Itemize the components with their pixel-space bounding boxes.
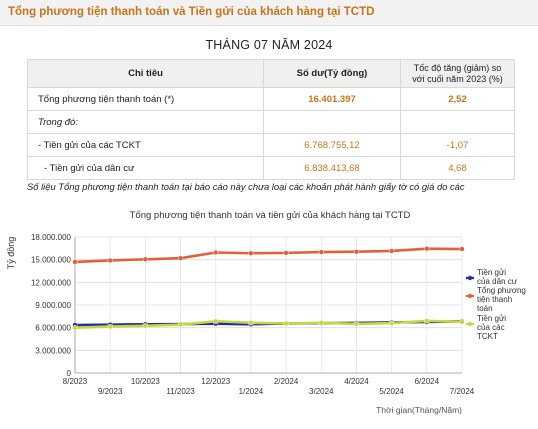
row-indicator: - Tiền gửi của các TCKT bbox=[27, 133, 264, 157]
y-tick-label: 18.000.000 bbox=[31, 233, 72, 242]
row-growth bbox=[400, 110, 515, 134]
row-growth: 2,52 bbox=[400, 87, 515, 111]
table-row: Trong đó: bbox=[27, 110, 515, 134]
data-point bbox=[72, 325, 78, 331]
y-tick-label: 6.000.000 bbox=[35, 324, 71, 333]
x-tick-label: 2/2024 bbox=[274, 377, 299, 386]
row-indicator: - Tiền gửi của dân cư bbox=[27, 156, 264, 180]
data-point bbox=[213, 249, 219, 256]
x-tick-label: 12/2023 bbox=[201, 377, 230, 386]
data-point bbox=[142, 323, 148, 329]
data-point bbox=[424, 246, 430, 252]
header-growth: Tốc độ tăng (giảm) so với cuối năm 2023 … bbox=[400, 59, 515, 88]
chart-title: Tổng phương tiện thanh toán và tiền gửi … bbox=[130, 210, 411, 221]
footnote: Số liệu Tổng phương tiện thanh toán tại … bbox=[27, 181, 465, 192]
legend-marker-dot bbox=[467, 275, 473, 281]
table-header-row: Chỉ tiêu Số dư(Tỷ đồng) Tốc độ tăng (giả… bbox=[27, 59, 515, 88]
header-title: Tổng phương tiện thanh toán và Tiền gửi … bbox=[8, 6, 375, 18]
data-point bbox=[283, 320, 289, 327]
legend-marker-dot bbox=[467, 293, 473, 299]
data-point bbox=[107, 257, 113, 264]
data-point bbox=[177, 322, 184, 328]
data-point bbox=[107, 323, 113, 330]
data-point bbox=[389, 248, 395, 254]
data-point bbox=[213, 318, 219, 324]
data-point bbox=[318, 320, 324, 326]
header-indicator: Chỉ tiêu bbox=[27, 59, 264, 88]
report-title: THÁNG 07 NĂM 2024 bbox=[205, 38, 333, 52]
x-tick-label: 6/2024 bbox=[415, 377, 440, 386]
y-tick-label: 15.000.000 bbox=[31, 256, 72, 265]
data-point bbox=[283, 250, 289, 256]
header-bar: Tổng phương tiện thanh toán và Tiền gửi … bbox=[0, 0, 538, 26]
row-growth: 4,68 bbox=[400, 156, 515, 180]
legend-entry: Tiền gửi của dân cư bbox=[477, 268, 518, 286]
data-point bbox=[459, 319, 465, 325]
data-point bbox=[353, 321, 360, 327]
data-point bbox=[72, 259, 78, 265]
row-balance: 16.401.397 bbox=[263, 87, 401, 111]
data-point bbox=[424, 318, 430, 324]
x-tick-label: 8/2023 bbox=[63, 377, 88, 386]
row-balance: 6.768.755,12 bbox=[263, 133, 401, 157]
data-point bbox=[318, 249, 324, 255]
y-tick-label: 9.000.000 bbox=[35, 301, 71, 310]
y-tick-label: 12.000.000 bbox=[31, 278, 72, 287]
data-point bbox=[353, 249, 360, 255]
data-point bbox=[142, 256, 148, 262]
x-tick-label: 5/2024 bbox=[379, 387, 404, 396]
data-point bbox=[389, 320, 395, 326]
series-line bbox=[74, 247, 463, 264]
summary-table: Chỉ tiêu Số dư(Tỷ đồng) Tốc độ tăng (giả… bbox=[27, 59, 515, 180]
x-tick-label: 3/2024 bbox=[309, 387, 334, 396]
header-balance: Số dư(Tỷ đồng) bbox=[263, 59, 401, 88]
legend-marker-dot bbox=[467, 321, 473, 327]
x-tick-label: 10/2023 bbox=[131, 377, 160, 386]
line-chart: Tổng phương tiện thanh toán và tiền gửi … bbox=[6, 210, 526, 415]
row-balance bbox=[263, 110, 401, 134]
x-tick-label: 1/2024 bbox=[239, 387, 264, 396]
x-tick-label: 7/2024 bbox=[450, 387, 475, 396]
series-line bbox=[74, 319, 463, 329]
y-axis-label: Tỷ đồng bbox=[6, 237, 16, 270]
data-point bbox=[248, 250, 254, 256]
row-growth: -1,07 bbox=[400, 133, 515, 157]
x-tick-label: 9/2023 bbox=[98, 387, 123, 396]
x-tick-label: 11/2023 bbox=[166, 387, 195, 396]
x-tick-label: 4/2024 bbox=[344, 377, 369, 386]
x-axis-label: Thời gian(Tháng/Năm) bbox=[376, 405, 462, 415]
y-tick-label: 3.000.000 bbox=[35, 346, 71, 355]
row-indicator: Trong đó: bbox=[27, 110, 264, 134]
data-point bbox=[248, 320, 254, 326]
data-point bbox=[459, 246, 465, 252]
table-row: - Tiền gửi của dân cư 6.838.413,68 4,68 bbox=[27, 156, 515, 180]
row-balance: 6.838.413,68 bbox=[263, 156, 401, 180]
y-tick-label: 0 bbox=[67, 369, 72, 378]
table-row: Tổng phương tiện thanh toán (*) 16.401.3… bbox=[27, 87, 515, 111]
legend-entry: Tiền gửi của các TCKT bbox=[477, 314, 506, 341]
data-point bbox=[177, 255, 184, 261]
table-row: - Tiền gửi của các TCKT 6.768.755,12 -1,… bbox=[27, 133, 515, 157]
row-indicator: Tổng phương tiện thanh toán (*) bbox=[27, 87, 264, 111]
legend-entry: Tổng phương tiện thanh toán bbox=[477, 286, 526, 313]
